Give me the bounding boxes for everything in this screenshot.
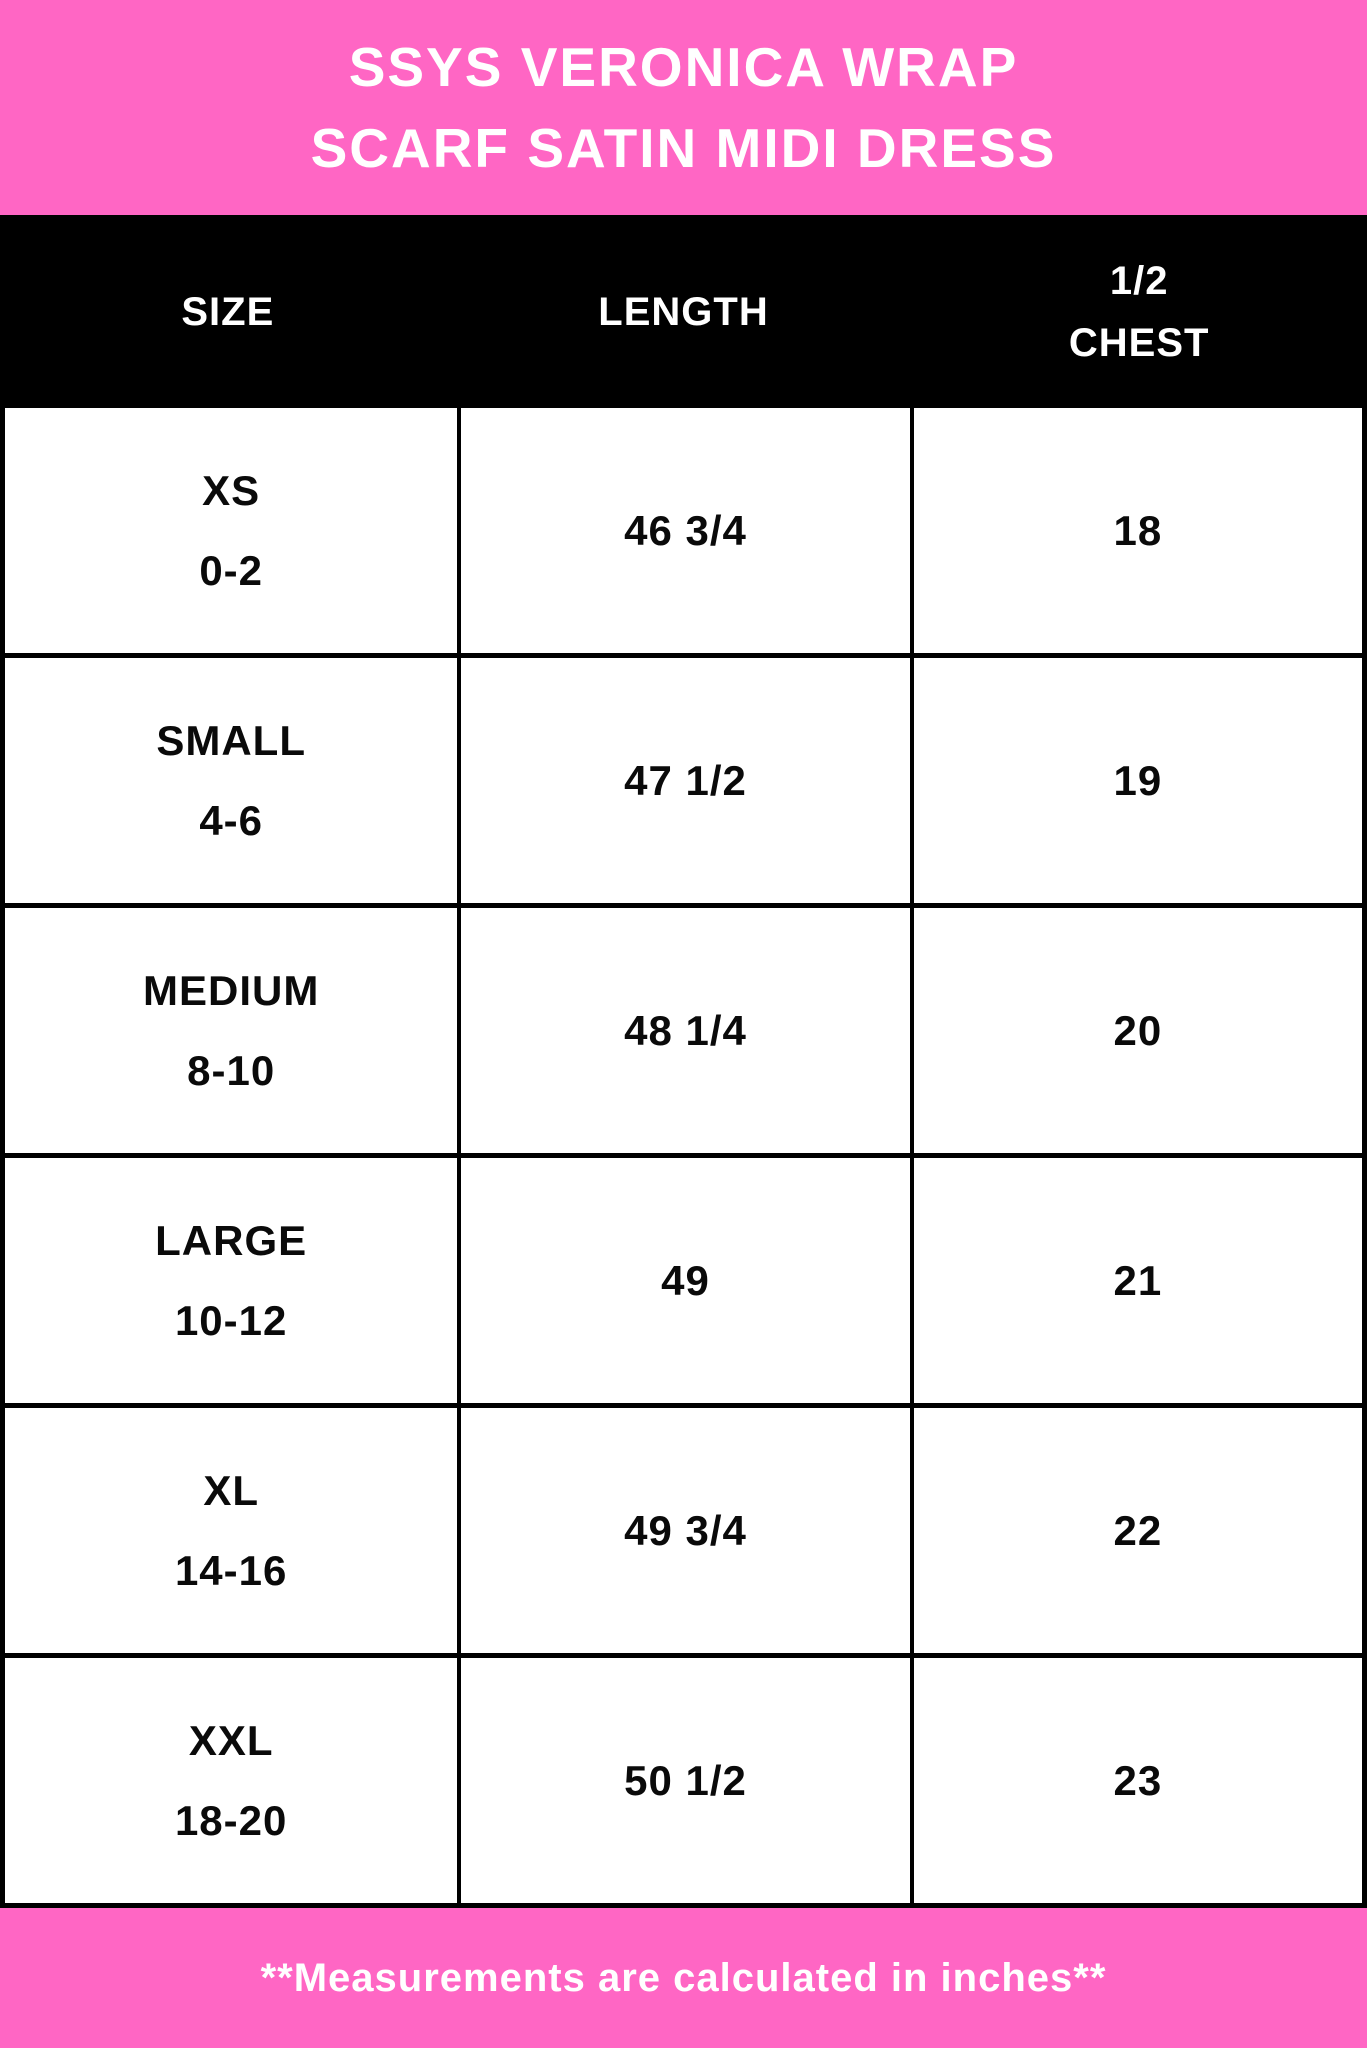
title-banner: SSYS VERONICA WRAP SCARF SATIN MIDI DRES…	[0, 0, 1367, 215]
header-half-chest-line1: 1/2	[1109, 258, 1169, 303]
size-name: SMALL	[156, 716, 306, 764]
size-range: 8-10	[187, 1046, 276, 1094]
size-name: XL	[203, 1466, 259, 1514]
header-cell-size: SIZE	[181, 289, 275, 334]
size-range: 18-20	[174, 1796, 288, 1844]
table-row-xs: XS 0-2 46 3/4 18	[5, 408, 1362, 658]
half-chest-cell: 23	[909, 1658, 1362, 1903]
footer-banner: **Measurements are calculated in inches*…	[0, 1908, 1367, 2048]
size-cell: SMALL 4-6	[5, 658, 457, 903]
size-cell: XS 0-2	[5, 408, 457, 653]
length-cell: 48 1/4	[457, 908, 909, 1153]
header-cell-length: LENGTH	[598, 289, 769, 334]
size-range: 4-6	[199, 796, 264, 844]
page-title-line1: SSYS VERONICA WRAP	[348, 35, 1019, 98]
table-row-xxl: XXL 18-20 50 1/2 23	[5, 1658, 1362, 1908]
size-cell: MEDIUM 8-10	[5, 908, 457, 1153]
half-chest-cell: 19	[909, 658, 1362, 903]
length-cell: 47 1/2	[457, 658, 909, 903]
size-cell: LARGE 10-12	[5, 1158, 457, 1403]
table-row-medium: MEDIUM 8-10 48 1/4 20	[5, 908, 1362, 1158]
half-chest-cell: 18	[909, 408, 1362, 653]
header-half-chest-line2: CHEST	[1068, 320, 1210, 365]
size-name: MEDIUM	[143, 966, 320, 1014]
header-cell-half-chest: 1/2 CHEST	[911, 250, 1367, 374]
length-cell: 46 3/4	[457, 408, 909, 653]
size-name: LARGE	[155, 1216, 308, 1264]
size-range: 0-2	[199, 546, 264, 594]
table-row-large: LARGE 10-12 49 21	[5, 1158, 1362, 1408]
half-chest-cell: 21	[909, 1158, 1362, 1403]
length-cell: 50 1/2	[457, 1658, 909, 1903]
size-name: XS	[202, 466, 261, 514]
table-row-xl: XL 14-16 49 3/4 22	[5, 1408, 1362, 1658]
size-cell: XL 14-16	[5, 1408, 457, 1653]
table-row-small: SMALL 4-6 47 1/2 19	[5, 658, 1362, 908]
size-name: XXL	[188, 1716, 274, 1764]
length-cell: 49	[457, 1158, 909, 1403]
length-cell: 49 3/4	[457, 1408, 909, 1653]
size-range: 14-16	[174, 1546, 288, 1594]
measurements-note: **Measurements are calculated in inches*…	[260, 1955, 1107, 2000]
size-cell: XXL 18-20	[5, 1658, 457, 1903]
page-title-line2: SCARF SATIN MIDI DRESS	[310, 116, 1057, 179]
size-table-body: XS 0-2 46 3/4 18 SMALL 4-6 47 1/2 19 MED…	[0, 408, 1367, 1908]
table-header-row: SIZE LENGTH 1/2 CHEST	[0, 215, 1367, 408]
size-range: 10-12	[174, 1296, 288, 1344]
half-chest-cell: 20	[909, 908, 1362, 1153]
half-chest-cell: 22	[909, 1408, 1362, 1653]
